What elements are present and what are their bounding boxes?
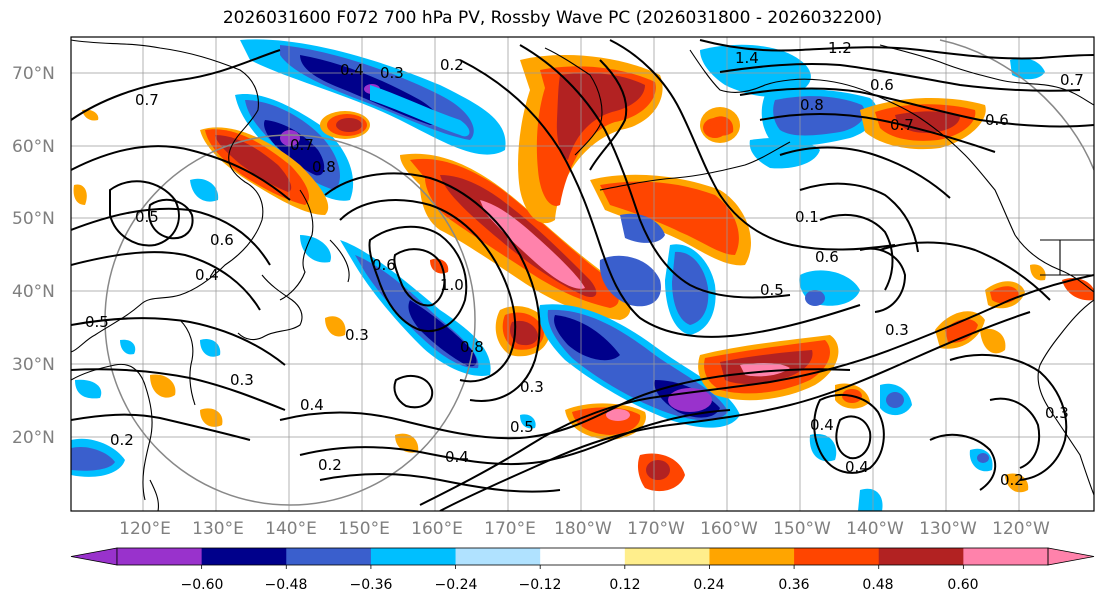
contour-label: 0.5 xyxy=(85,313,109,331)
lon-label: 120°W xyxy=(992,519,1050,539)
contour-label: 0.2 xyxy=(318,456,342,474)
lon-label: 130°E xyxy=(192,519,244,539)
contour-label: 0.4 xyxy=(845,458,869,476)
longitude-labels: 120°E 130°E 140°E 150°E 160°E 170°E 180°… xyxy=(119,519,1050,539)
colorbar-extend-min xyxy=(70,547,118,566)
contour-label: 0.7 xyxy=(290,136,314,154)
lat-label: 60°N xyxy=(12,137,55,157)
colorbar-segment xyxy=(709,548,795,565)
contour-label: 0.4 xyxy=(195,266,219,284)
lon-label: 170°E xyxy=(484,519,536,539)
lat-label: 50°N xyxy=(12,209,55,229)
lon-label: 120°E xyxy=(119,519,171,539)
colorbar-segment xyxy=(963,548,1049,565)
contour-label: 0.3 xyxy=(885,321,909,339)
colorbar-segment xyxy=(201,548,287,565)
colorbar-tick-label: 0.24 xyxy=(693,577,724,593)
colorbar-segment xyxy=(794,548,880,565)
contour-label: 0.5 xyxy=(135,208,159,226)
contour-label: 0.4 xyxy=(445,448,469,466)
contour-label: 1.2 xyxy=(828,39,852,57)
contour-label: 0.2 xyxy=(1000,471,1024,489)
contour-label: 1.0 xyxy=(440,276,464,294)
contour-label: 0.5 xyxy=(510,418,534,436)
colorbar-segment xyxy=(540,548,626,565)
colorbar xyxy=(70,547,1095,569)
lat-label: 20°N xyxy=(12,428,55,448)
contour-label: 0.3 xyxy=(345,326,369,344)
lon-label: 140°W xyxy=(846,519,904,539)
colorbar-tick-label: 0.36 xyxy=(778,577,809,593)
contour-label: 0.3 xyxy=(380,64,404,82)
contour-label: 0.7 xyxy=(1060,71,1084,89)
contour-label: 1.4 xyxy=(735,49,759,67)
colorbar-tick-label: −0.24 xyxy=(435,577,478,593)
contour-label: 0.6 xyxy=(210,231,234,249)
colorbar-outline xyxy=(116,547,1049,566)
colorbar-segment xyxy=(624,548,710,565)
colorbar-segment xyxy=(878,548,964,565)
lon-label: 150°W xyxy=(773,519,831,539)
contour-label: 0.5 xyxy=(760,281,784,299)
contour-label: 0.4 xyxy=(300,396,324,414)
contour-label: 0.7 xyxy=(890,116,914,134)
map-frame xyxy=(70,36,1095,512)
colorbar-tick-label: −0.36 xyxy=(350,577,393,593)
lat-label: 70°N xyxy=(12,64,55,84)
contour-label: 0.3 xyxy=(1045,404,1069,422)
contour-label: 0.1 xyxy=(795,208,819,226)
map-title: 2026031600 F072 700 hPa PV, Rossby Wave … xyxy=(222,8,883,28)
contour-label: 0.3 xyxy=(230,371,254,389)
lon-label: 160°W xyxy=(700,519,758,539)
contour-label: 0.3 xyxy=(520,378,544,396)
colorbar-tick-label: 0.12 xyxy=(609,577,640,593)
colorbar-tick-label: −0.48 xyxy=(265,577,308,593)
colorbar-ticks: −0.60 −0.48 −0.36 −0.24 −0.12 0.12 0.24 … xyxy=(181,577,979,593)
lat-label: 40°N xyxy=(12,282,55,302)
contour-labels: 1.2 1.4 0.4 0.3 0.2 0.7 0.7 0.8 0.6 0.5 … xyxy=(85,39,1084,489)
colorbar-segment xyxy=(455,548,541,565)
contour-label: 0.6 xyxy=(815,248,839,266)
lon-label: 170°W xyxy=(627,519,685,539)
latitude-labels: 70°N 60°N 50°N 40°N 30°N 20°N xyxy=(12,64,55,448)
lon-label: 160°E xyxy=(411,519,463,539)
contour-label: 0.8 xyxy=(800,96,824,114)
colorbar-segment xyxy=(286,548,372,565)
pv-contours xyxy=(71,39,1094,511)
contour-label: 0.6 xyxy=(985,111,1009,129)
lon-label: 150°E xyxy=(338,519,390,539)
colorbar-tick-label: 0.60 xyxy=(947,577,978,593)
colorbar-segment xyxy=(370,548,457,565)
lon-label: 130°W xyxy=(919,519,977,539)
contour-label: 0.2 xyxy=(110,431,134,449)
contour-label: 0.6 xyxy=(870,76,894,94)
colorbar-tick-label: −0.12 xyxy=(519,577,562,593)
contour-label: 0.8 xyxy=(460,338,484,356)
colorbar-extend-max xyxy=(1047,547,1095,566)
lon-label: 180°W xyxy=(554,519,612,539)
contour-label: 0.8 xyxy=(312,158,336,176)
contour-label: 0.6 xyxy=(372,256,396,274)
colorbar-tick-label: −0.60 xyxy=(181,577,224,593)
lat-label: 30°N xyxy=(12,355,55,375)
lon-label: 140°E xyxy=(265,519,317,539)
colorbar-segment xyxy=(117,548,203,565)
colorbar-tick-label: 0.48 xyxy=(862,577,893,593)
contour-label: 0.4 xyxy=(340,61,364,79)
contour-label: 0.2 xyxy=(440,56,464,74)
contour-label: 0.4 xyxy=(810,416,834,434)
contour-label: 0.7 xyxy=(135,91,159,109)
